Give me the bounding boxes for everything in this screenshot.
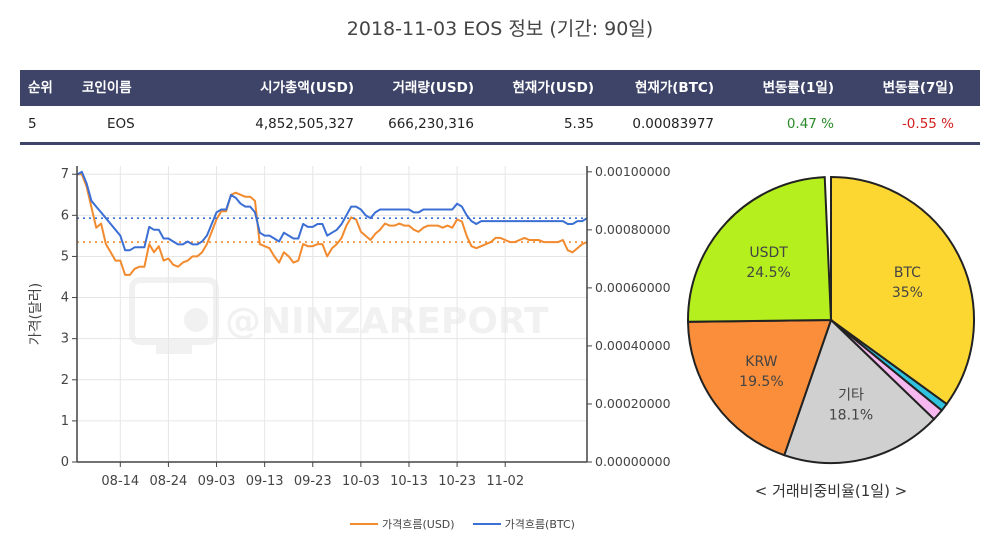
cell-market-cap: 4,852,505,327 xyxy=(255,116,354,132)
legend-item-btc[interactable]: 가격흐름(BTC) xyxy=(472,516,575,532)
header-price-usd[interactable]: 현재가(USD) xyxy=(512,80,595,96)
y-axis-title: 가격(달러) xyxy=(28,283,44,345)
coin-info-table: 순위 코인이름 시가총액(USD) 거래량(USD) 현재가(USD) 현재가(… xyxy=(20,70,980,145)
pie-pct-btc: 35% xyxy=(892,285,923,301)
header-rank[interactable]: 순위 xyxy=(28,80,53,96)
pie-slice-usdt[interactable] xyxy=(687,176,833,323)
chart-legend: 가격흐름(USD) 가격흐름(BTC) xyxy=(350,516,575,532)
pie-slice-기타[interactable] xyxy=(782,318,936,464)
cell-coin-name: EOS xyxy=(107,116,135,132)
cell-change-7d: -0.55 % xyxy=(901,116,954,132)
x-tick-label: 08-24 xyxy=(150,474,188,489)
cell-price-usd: 5.35 xyxy=(563,116,594,132)
series-line-usd xyxy=(77,173,588,276)
legend-swatch-btc xyxy=(472,523,501,525)
page-title: 2018-11-03 EOS 정보 (기간: 90일) xyxy=(346,18,654,40)
legend-item-usd[interactable]: 가격흐름(USD) xyxy=(350,516,455,532)
y-tick-label: 7 xyxy=(61,167,69,182)
y2-tick-label: 0.00000000 xyxy=(595,454,671,469)
pie-pct-기타: 18.1% xyxy=(829,407,873,423)
y-tick-label: 2 xyxy=(61,373,69,388)
x-tick-label: 08-14 xyxy=(101,474,139,489)
header-market-cap[interactable]: 시가총액(USD) xyxy=(260,80,354,96)
header-change-1d[interactable]: 변동률(1일) xyxy=(762,80,834,96)
legend-swatch-usd xyxy=(350,523,378,525)
cell-change-1d: 0.47 % xyxy=(786,116,834,132)
x-tick-label: 09-13 xyxy=(246,474,284,489)
table-header: 순위 코인이름 시가총액(USD) 거래량(USD) 현재가(USD) 현재가(… xyxy=(20,70,980,106)
pie-label-btc: BTC xyxy=(894,265,921,281)
x-tick-label: 09-23 xyxy=(294,474,332,489)
pie-label-기타: 기타 xyxy=(838,387,864,403)
header-volume[interactable]: 거래량(USD) xyxy=(392,80,475,96)
series-line-btc xyxy=(76,170,588,252)
watermark-text: @NINZAREPORT xyxy=(225,301,549,342)
pie-slice-btc[interactable] xyxy=(830,175,975,406)
y-tick-label: 0 xyxy=(61,455,69,470)
header-price-btc[interactable]: 현재가(BTC) xyxy=(634,80,714,96)
legend-label-usd: 가격흐름(USD) xyxy=(382,518,455,531)
pie-label-krw: KRW xyxy=(745,354,777,370)
y-tick-label: 6 xyxy=(61,208,69,223)
pie-pct-krw: 19.5% xyxy=(739,374,783,390)
cell-price-btc: 0.00083977 xyxy=(632,116,714,132)
x-tick-label: 10-23 xyxy=(438,474,476,489)
pie-pct-usdt: 24.5% xyxy=(746,265,790,281)
x-tick-label: 10-13 xyxy=(390,474,428,489)
x-tick-label: 10-03 xyxy=(342,474,380,489)
pie-label-usdt: USDT xyxy=(749,245,788,261)
y-tick-label: 1 xyxy=(61,414,69,429)
y-tick-label: 3 xyxy=(61,332,69,347)
x-tick-label: 09-03 xyxy=(198,474,236,489)
table-row: 5 EOS 4,852,505,327 666,230,316 5.35 0.0… xyxy=(20,106,980,142)
y-tick-label: 5 xyxy=(61,249,69,264)
y-tick-label: 4 xyxy=(61,291,69,306)
header-coin-name[interactable]: 코인이름 xyxy=(82,80,132,96)
y2-tick-label: 0.00100000 xyxy=(595,164,671,179)
cell-rank: 5 xyxy=(28,116,37,132)
pie-caption: < 거래비중비율(1일) > xyxy=(754,482,908,500)
y2-tick-label: 0.00080000 xyxy=(595,222,671,237)
y2-tick-label: 0.00020000 xyxy=(595,396,671,411)
header-change-7d[interactable]: 변동률(7일) xyxy=(882,80,954,96)
legend-label-btc: 가격흐름(BTC) xyxy=(504,518,575,531)
pie-slice-krw[interactable] xyxy=(686,318,833,457)
y2-tick-label: 0.00060000 xyxy=(595,280,671,295)
x-tick-label: 11-02 xyxy=(486,474,524,489)
cell-volume: 666,230,316 xyxy=(388,116,474,132)
watermark: @NINZAREPORT xyxy=(129,277,549,354)
y2-tick-label: 0.00040000 xyxy=(595,338,671,353)
